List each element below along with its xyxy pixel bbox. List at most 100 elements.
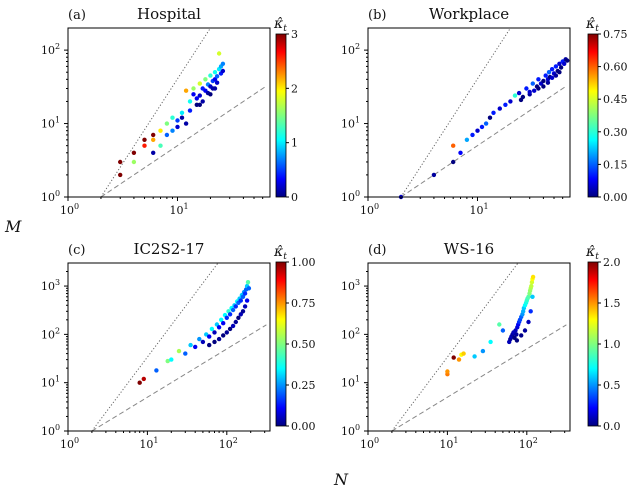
- data-point: [118, 172, 123, 178]
- data-point: [224, 315, 229, 320]
- colorbar-tick-label: 1.00: [291, 256, 316, 269]
- colorbar-tick-label: 0.75: [603, 28, 627, 41]
- data-point: [208, 73, 213, 78]
- data-point: [212, 86, 218, 91]
- data-point: [431, 172, 437, 178]
- panel-letter: (b): [368, 8, 386, 23]
- data-point: [214, 74, 220, 79]
- colorbar-tick-label: 1.0: [603, 338, 621, 351]
- data-point: [245, 280, 251, 285]
- data-point: [191, 86, 196, 91]
- data-point: [230, 307, 236, 313]
- data-point: [483, 121, 489, 126]
- data-point: [208, 92, 213, 97]
- colorbar-tick-label: 0.30: [603, 126, 627, 139]
- data-point: [508, 99, 513, 104]
- panel-title: Workplace: [429, 5, 509, 23]
- x-tick-label: 100: [60, 436, 79, 451]
- data-point: [175, 124, 180, 130]
- data-point: [220, 61, 226, 66]
- data-point: [221, 333, 226, 338]
- data-point: [233, 304, 238, 309]
- data-point: [212, 330, 217, 335]
- data-point: [503, 102, 508, 108]
- data-point: [536, 77, 541, 82]
- x-axis-title: N: [333, 470, 349, 489]
- data-point: [497, 106, 502, 111]
- data-point: [158, 143, 163, 148]
- data-point: [212, 339, 217, 345]
- data-point: [187, 99, 193, 104]
- data-point: [562, 61, 567, 66]
- data-point: [200, 99, 205, 104]
- panel-letter: (c): [68, 243, 85, 258]
- data-point: [240, 294, 246, 299]
- data-point: [520, 94, 526, 100]
- data-point: [221, 321, 226, 326]
- data-point: [197, 336, 202, 342]
- y-tick-label: 101: [341, 116, 360, 131]
- data-point: [216, 51, 222, 56]
- data-point: [238, 298, 243, 303]
- colorbar-tick-label: 0.15: [603, 158, 627, 171]
- data-point: [151, 150, 156, 155]
- data-point: [530, 294, 535, 299]
- data-point: [197, 81, 202, 86]
- data-point: [154, 368, 159, 373]
- data-point: [526, 319, 531, 325]
- colorbar: [587, 261, 599, 427]
- data-point: [536, 86, 541, 91]
- reference-line-quadratic: [100, 28, 211, 197]
- data-point: [164, 132, 170, 138]
- data-point: [242, 291, 248, 296]
- data-point: [500, 328, 506, 333]
- reference-line-linear: [391, 324, 567, 431]
- colorbar-tick-label: 0.45: [603, 93, 627, 106]
- data-point: [200, 339, 206, 345]
- plot-frame: [367, 262, 571, 432]
- data-point: [179, 115, 185, 120]
- data-point: [565, 58, 570, 63]
- plot-frame: [367, 27, 571, 198]
- data-point: [456, 357, 462, 362]
- x-tick-label: 102: [519, 436, 538, 451]
- data-point: [220, 68, 226, 74]
- data-point: [164, 121, 170, 126]
- data-point: [207, 342, 212, 348]
- data-point: [487, 115, 493, 120]
- data-point: [151, 132, 156, 138]
- data-point: [549, 75, 555, 81]
- data-point: [187, 108, 193, 113]
- data-point: [491, 110, 496, 116]
- data-point: [219, 317, 224, 322]
- x-tick-label: 102: [219, 436, 238, 451]
- colorbar-title: κ̂t: [585, 244, 599, 262]
- data-point: [183, 351, 188, 356]
- data-point: [470, 132, 475, 138]
- data-point: [188, 342, 193, 348]
- colorbar-tick-label: 0.0: [603, 420, 621, 433]
- data-point: [230, 323, 236, 329]
- colorbar-tick-label: 2: [291, 82, 298, 95]
- data-point: [549, 67, 555, 72]
- data-point: [209, 326, 215, 332]
- data-point: [169, 357, 174, 362]
- data-point: [170, 115, 175, 120]
- data-point: [530, 81, 535, 86]
- colorbar-tick-label: 3: [291, 28, 298, 41]
- colorbar-title: κ̂t: [585, 16, 599, 34]
- data-point: [529, 283, 534, 289]
- panel-title: WS-16: [444, 240, 494, 258]
- data-point: [458, 150, 463, 155]
- data-point: [246, 286, 252, 291]
- colorbar: [275, 261, 287, 427]
- data-point: [194, 96, 199, 101]
- data-point: [461, 351, 466, 356]
- x-tick-label: 101: [469, 202, 488, 217]
- data-point: [557, 70, 562, 75]
- data-point: [193, 344, 198, 350]
- panel-letter: (a): [68, 8, 86, 23]
- data-point: [464, 137, 470, 142]
- data-point: [558, 65, 564, 70]
- data-point: [175, 118, 180, 123]
